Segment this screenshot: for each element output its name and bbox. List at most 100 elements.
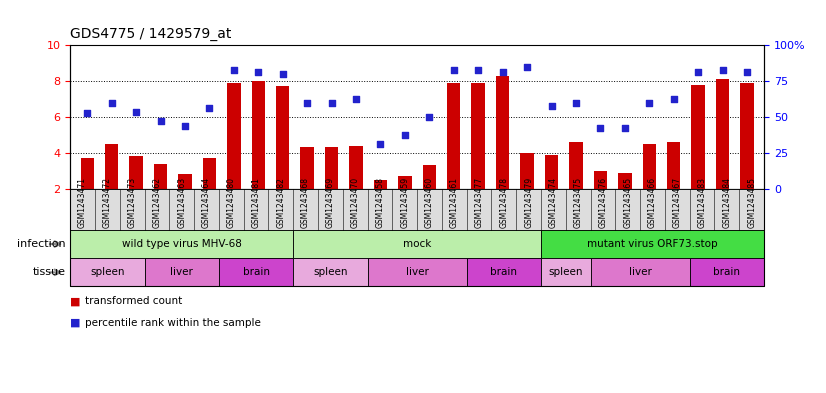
Point <box>325 99 338 106</box>
Point <box>716 67 729 73</box>
Text: GSM1243477: GSM1243477 <box>475 177 483 228</box>
Bar <box>154 163 168 189</box>
Bar <box>81 158 94 189</box>
Point <box>81 110 94 116</box>
Text: GSM1243479: GSM1243479 <box>525 177 533 228</box>
Bar <box>496 76 510 189</box>
Bar <box>545 154 558 189</box>
Point <box>203 105 216 111</box>
Point <box>740 69 753 75</box>
Point <box>227 67 240 73</box>
Text: spleen: spleen <box>90 267 125 277</box>
Bar <box>374 180 387 189</box>
Bar <box>325 147 339 189</box>
Point <box>154 118 167 124</box>
Text: GSM1243484: GSM1243484 <box>723 177 731 228</box>
Text: tissue: tissue <box>33 267 66 277</box>
Point <box>423 114 436 120</box>
Bar <box>178 174 192 189</box>
Point <box>374 141 387 147</box>
Text: GSM1243466: GSM1243466 <box>648 177 657 228</box>
Text: brain: brain <box>243 267 269 277</box>
Bar <box>594 171 607 189</box>
Bar <box>569 142 582 189</box>
Bar <box>252 81 265 189</box>
Point <box>447 67 460 73</box>
Text: GDS4775 / 1429579_at: GDS4775 / 1429579_at <box>70 27 231 41</box>
Text: GSM1243481: GSM1243481 <box>252 177 260 228</box>
Point <box>594 125 607 131</box>
Text: GSM1243467: GSM1243467 <box>673 177 681 228</box>
Bar <box>520 153 534 189</box>
Text: GSM1243482: GSM1243482 <box>277 177 285 228</box>
Text: GSM1243483: GSM1243483 <box>698 177 706 228</box>
Point <box>496 69 510 75</box>
Text: wild type virus MHV-68: wild type virus MHV-68 <box>121 239 242 249</box>
Point <box>667 96 681 102</box>
Point <box>618 125 631 131</box>
Point <box>569 99 582 106</box>
Bar <box>227 83 240 189</box>
Text: GSM1243474: GSM1243474 <box>549 177 558 228</box>
Text: GSM1243465: GSM1243465 <box>624 177 632 228</box>
Bar <box>105 144 118 189</box>
Text: mock: mock <box>403 239 431 249</box>
Bar <box>667 142 681 189</box>
Point <box>276 71 289 77</box>
Text: brain: brain <box>714 267 740 277</box>
Text: ■: ■ <box>70 296 81 306</box>
Bar <box>276 86 289 189</box>
Text: transformed count: transformed count <box>85 296 183 306</box>
Point <box>472 67 485 73</box>
Point <box>105 99 118 106</box>
Text: liver: liver <box>406 267 429 277</box>
Text: GSM1243461: GSM1243461 <box>450 177 458 228</box>
Text: GSM1243485: GSM1243485 <box>748 177 756 228</box>
Text: GSM1243473: GSM1243473 <box>128 177 136 228</box>
Text: GSM1243468: GSM1243468 <box>301 177 310 228</box>
Text: GSM1243462: GSM1243462 <box>153 177 161 228</box>
Text: brain: brain <box>491 267 517 277</box>
Point <box>691 69 705 75</box>
Bar <box>472 83 485 189</box>
Bar <box>643 144 656 189</box>
Text: GSM1243460: GSM1243460 <box>425 177 434 228</box>
Text: GSM1243464: GSM1243464 <box>202 177 211 228</box>
Text: mutant virus ORF73.stop: mutant virus ORF73.stop <box>587 239 718 249</box>
Text: GSM1243480: GSM1243480 <box>227 177 235 228</box>
Text: GSM1243472: GSM1243472 <box>103 177 112 228</box>
Bar <box>691 84 705 189</box>
Text: infection: infection <box>17 239 66 249</box>
Text: GSM1243469: GSM1243469 <box>326 177 335 228</box>
Point <box>643 99 656 106</box>
Bar <box>349 145 363 189</box>
Point <box>178 123 192 129</box>
Text: percentile rank within the sample: percentile rank within the sample <box>85 318 261 328</box>
Bar <box>618 173 632 189</box>
Bar <box>740 83 753 189</box>
Text: GSM1243470: GSM1243470 <box>351 177 359 228</box>
Bar <box>447 83 461 189</box>
Text: GSM1243476: GSM1243476 <box>599 177 607 228</box>
Text: spleen: spleen <box>548 267 583 277</box>
Text: spleen: spleen <box>313 267 348 277</box>
Text: GSM1243475: GSM1243475 <box>574 177 582 228</box>
Text: ■: ■ <box>70 318 81 328</box>
Text: liver: liver <box>170 267 193 277</box>
Point <box>301 99 314 106</box>
Text: GSM1243463: GSM1243463 <box>178 177 186 228</box>
Text: GSM1243478: GSM1243478 <box>500 177 508 228</box>
Point <box>349 96 363 102</box>
Point <box>252 69 265 75</box>
Point <box>520 64 534 70</box>
Text: GSM1243459: GSM1243459 <box>401 177 409 228</box>
Bar <box>398 176 411 189</box>
Bar <box>716 79 729 189</box>
Bar <box>423 165 436 189</box>
Point <box>545 103 558 109</box>
Text: liver: liver <box>629 267 652 277</box>
Point <box>398 132 411 138</box>
Text: GSM1243471: GSM1243471 <box>78 177 87 228</box>
Point <box>130 108 143 115</box>
Bar <box>130 156 143 189</box>
